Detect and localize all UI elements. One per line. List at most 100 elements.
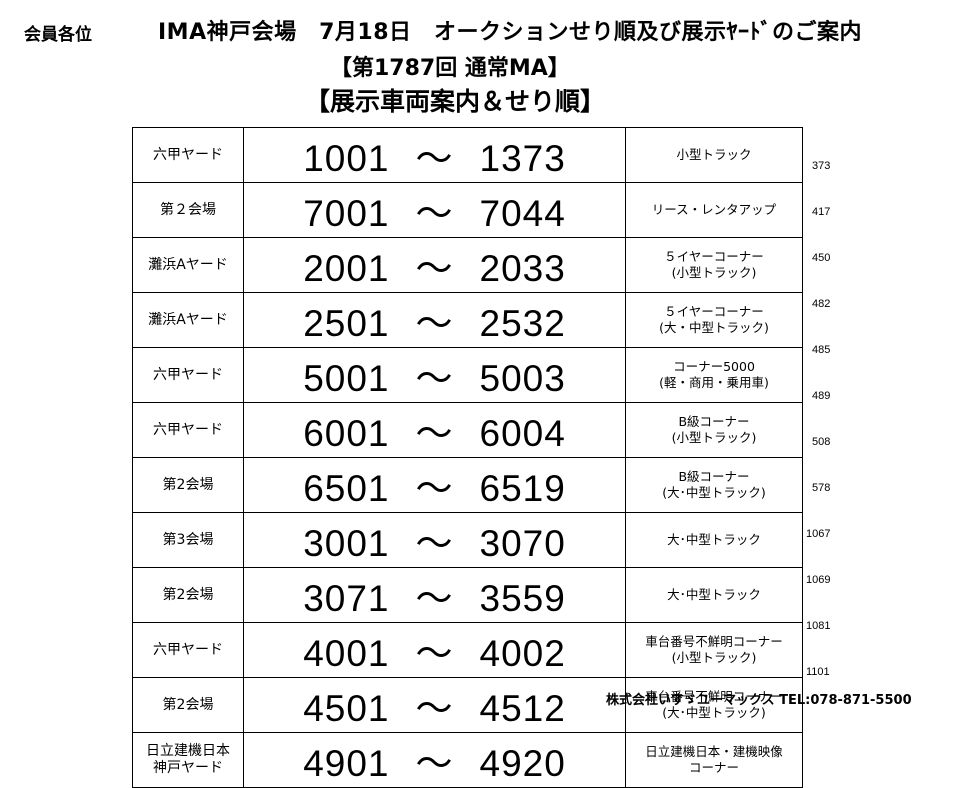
schedule-row: 六甲ヤード 6001 ～ 6004 B級コーナー (小型トラック) <box>132 402 803 458</box>
row-location: 六甲ヤード <box>132 347 244 403</box>
schedule-row: 第2会場 3071 ～ 3559 大･中型トラック <box>132 567 803 623</box>
row-category: 車台番号不鮮明コーナー (小型トラック) <box>625 622 803 678</box>
row-location: 灘浜Aヤード <box>132 237 244 293</box>
range-end: 5003 <box>479 358 566 399</box>
cumulative-count: 1081 <box>806 620 831 632</box>
cumulative-count: 373 <box>812 160 831 172</box>
range-separator: ～ <box>415 468 454 509</box>
range-start: 3071 <box>303 578 390 619</box>
cumulative-count: 489 <box>812 390 831 402</box>
range-start: 4501 <box>303 688 390 729</box>
row-number-range: 5001 ～ 5003 <box>243 347 626 403</box>
row-number-range: 4501 ～ 4512 <box>243 677 626 733</box>
range-end: 6004 <box>479 413 566 454</box>
range-separator: ～ <box>415 578 454 619</box>
auction-schedule-table: 六甲ヤード 1001 ～ 1373 小型トラック第２会場 7001 ～ 7044 リース・レンタ… <box>132 127 803 788</box>
row-location: 灘浜Aヤード <box>132 292 244 348</box>
range-separator: ～ <box>415 193 454 234</box>
addressee: 会員各位 <box>24 25 92 45</box>
row-location: 第2会場 <box>132 677 244 733</box>
page-subtitle: 【展示車両案内＆せり順】 <box>305 87 606 116</box>
row-number-range: 2001 ～ 2033 <box>243 237 626 293</box>
row-location: 六甲ヤード <box>132 127 244 183</box>
row-category: リース・レンタアップ <box>625 182 803 238</box>
row-category: 日立建機日本・建機映像 コーナー <box>625 732 803 788</box>
row-category: コーナー5000 (軽・商用・乗用車) <box>625 347 803 403</box>
cumulative-count: 417 <box>812 206 831 218</box>
schedule-row: 六甲ヤード 5001 ～ 5003 コーナー5000 (軽・商用・乗用車) <box>132 347 803 403</box>
range-end: 4920 <box>479 743 566 784</box>
schedule-row: 六甲ヤード 4001 ～ 4002 車台番号不鮮明コーナー (小型トラック) <box>132 622 803 678</box>
row-location: 六甲ヤード <box>132 402 244 458</box>
row-number-range: 4901 ～ 4920 <box>243 732 626 788</box>
cumulative-count: 1101 <box>806 666 830 678</box>
range-separator: ～ <box>415 633 454 674</box>
range-end: 2532 <box>479 303 566 344</box>
range-separator: ～ <box>415 248 454 289</box>
row-location: 第2会場 <box>132 567 244 623</box>
row-category: 大･中型トラック <box>625 512 803 568</box>
range-end: 4512 <box>479 688 566 729</box>
schedule-row: 第3会場 3001 ～ 3070 大･中型トラック <box>132 512 803 568</box>
range-start: 4001 <box>303 633 390 674</box>
range-start: 1001 <box>303 138 390 179</box>
range-start: 6501 <box>303 468 390 509</box>
range-separator: ～ <box>415 743 454 784</box>
range-start: 6001 <box>303 413 390 454</box>
range-separator: ～ <box>415 303 454 344</box>
range-end: 3070 <box>479 523 566 564</box>
range-end: 3559 <box>479 578 566 619</box>
cumulative-count: 485 <box>812 344 831 356</box>
session-label: 【第1787回 通常MA】 <box>330 56 570 81</box>
schedule-row: 六甲ヤード 1001 ～ 1373 小型トラック <box>132 127 803 183</box>
range-start: 3001 <box>303 523 390 564</box>
cumulative-count: 1069 <box>806 574 831 586</box>
range-end: 6519 <box>479 468 566 509</box>
footer-company: 株式会社いすゞユーマックス TEL:078-871-5500 <box>606 693 912 708</box>
range-start: 2501 <box>303 303 390 344</box>
row-category: B級コーナー (大･中型トラック) <box>625 457 803 513</box>
row-category: 小型トラック <box>625 127 803 183</box>
row-number-range: 6001 ～ 6004 <box>243 402 626 458</box>
range-separator: ～ <box>415 358 454 399</box>
range-end: 7044 <box>479 193 566 234</box>
range-end: 2033 <box>479 248 566 289</box>
range-end: 4002 <box>479 633 566 674</box>
schedule-row: 日立建機日本 神戸ヤード 4901 ～ 4920 日立建機日本・建機映像 コーナー <box>132 732 803 788</box>
row-number-range: 6501 ～ 6519 <box>243 457 626 513</box>
row-location: 第2会場 <box>132 457 244 513</box>
row-location: 日立建機日本 神戸ヤード <box>132 732 244 788</box>
range-separator: ～ <box>415 523 454 564</box>
row-number-range: 1001 ～ 1373 <box>243 127 626 183</box>
row-number-range: 3071 ～ 3559 <box>243 567 626 623</box>
row-location: 六甲ヤード <box>132 622 244 678</box>
range-start: 5001 <box>303 358 390 399</box>
cumulative-count: 508 <box>812 436 831 448</box>
range-end: 1373 <box>479 138 566 179</box>
range-separator: ～ <box>415 688 454 729</box>
row-number-range: 4001 ～ 4002 <box>243 622 626 678</box>
schedule-row: 第２会場 7001 ～ 7044 リース・レンタアップ <box>132 182 803 238</box>
range-separator: ～ <box>415 413 454 454</box>
range-start: 7001 <box>303 193 390 234</box>
schedule-row: 灘浜Aヤード 2501 ～ 2532 ５イヤーコーナー (大・中型トラック) <box>132 292 803 348</box>
row-number-range: 2501 ～ 2532 <box>243 292 626 348</box>
cumulative-count: 1067 <box>806 528 831 540</box>
range-separator: ～ <box>415 138 454 179</box>
row-category: 大･中型トラック <box>625 567 803 623</box>
row-location: 第２会場 <box>132 182 244 238</box>
cumulative-count: 578 <box>812 482 831 494</box>
row-number-range: 7001 ～ 7044 <box>243 182 626 238</box>
row-number-range: 3001 ～ 3070 <box>243 512 626 568</box>
schedule-row: 灘浜Aヤード 2001 ～ 2033 ５イヤーコーナー (小型トラック) <box>132 237 803 293</box>
cumulative-count: 482 <box>812 298 831 310</box>
page-title: IMA神戸会場 7月18日 オークションせり順及び展示ﾔｰﾄﾞのご案内 <box>158 20 863 45</box>
schedule-row: 第2会場 6501 ～ 6519 B級コーナー (大･中型トラック) <box>132 457 803 513</box>
row-category: B級コーナー (小型トラック) <box>625 402 803 458</box>
cumulative-count: 450 <box>812 252 831 264</box>
range-start: 4901 <box>303 743 390 784</box>
row-category: ５イヤーコーナー (小型トラック) <box>625 237 803 293</box>
row-location: 第3会場 <box>132 512 244 568</box>
row-category: ５イヤーコーナー (大・中型トラック) <box>625 292 803 348</box>
range-start: 2001 <box>303 248 390 289</box>
